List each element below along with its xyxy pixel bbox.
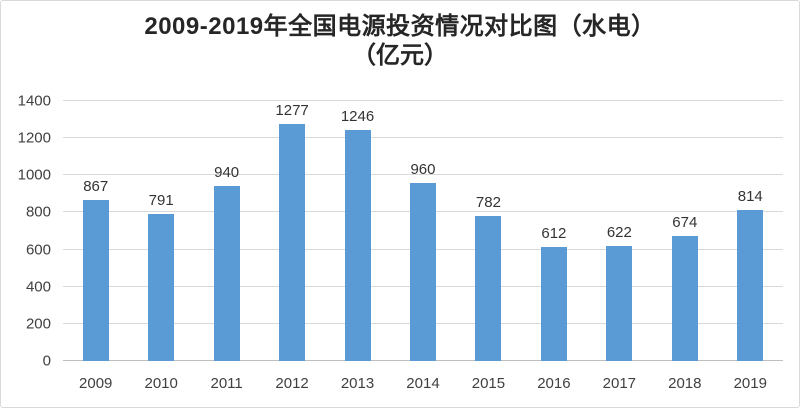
bar-group: 814 2019 <box>718 101 783 391</box>
x-axis-label: 2012 <box>275 375 309 392</box>
x-axis-label: 2015 <box>471 375 506 392</box>
x-axis-label: 2009 <box>79 375 113 392</box>
x-axis-label: 2013 <box>340 375 375 392</box>
plot-area: 0 200 400 600 800 1000 1200 1400 867 2009 791 2010 9… <box>18 94 783 392</box>
bar-group: 1277 2012 <box>259 101 324 391</box>
bar-value-label: 867 <box>83 178 109 195</box>
bar-group: 867 2009 <box>63 101 128 391</box>
bar-value-label: 622 <box>606 223 632 241</box>
bar-value-label: 1277 <box>275 101 309 119</box>
bar-group: 612 2016 <box>521 101 586 391</box>
x-axis-label: 2010 <box>144 375 178 392</box>
y-axis-tick-label: 200 <box>25 315 51 333</box>
gridline <box>63 174 783 176</box>
gridline <box>63 137 783 139</box>
x-axis-label: 2017 <box>602 375 637 392</box>
bar <box>475 215 502 361</box>
chart-subtitle: （亿元） <box>352 41 448 69</box>
bar-group: 791 2010 <box>128 101 193 391</box>
bar-group: 940 2011 <box>194 101 259 391</box>
y-axis-tick-label: 0 <box>42 352 51 370</box>
x-axis-label: 2014 <box>406 375 440 392</box>
bar-group: 782 2015 <box>456 101 521 391</box>
bar-value-label: 782 <box>475 193 501 211</box>
bar <box>213 186 240 361</box>
bar <box>344 129 371 361</box>
x-axis-label: 2011 <box>210 375 243 392</box>
y-axis-tick-label: 800 <box>25 203 51 221</box>
bar <box>148 214 175 361</box>
y-axis-tick-label: 1400 <box>17 92 51 110</box>
bar <box>82 200 109 361</box>
y-axis-tick-label: 600 <box>25 241 51 259</box>
bar-group: 1246 2013 <box>325 101 390 391</box>
chart-title: 2009-2019年全国电源投资情况对比图（水电） <box>144 13 656 40</box>
x-axis-label: 2019 <box>733 375 767 392</box>
x-axis-label: 2018 <box>668 375 702 392</box>
bar-value-label: 612 <box>541 225 567 243</box>
bar-value-label: 791 <box>148 192 174 210</box>
bar-value-label: 960 <box>410 160 436 178</box>
y-axis-tick-label: 1000 <box>17 166 51 184</box>
y-axis-tick-label: 400 <box>25 278 51 296</box>
chart-title-block: 2009-2019年全国电源投资情况对比图（水电） （亿元） <box>1 13 799 69</box>
bar <box>540 247 567 361</box>
gridline <box>63 100 783 101</box>
bar-value-label: 814 <box>737 187 763 205</box>
bar <box>671 235 698 361</box>
bar-value-label: 940 <box>214 164 240 182</box>
x-axis-label: 2016 <box>537 375 571 392</box>
bar-value-label: 674 <box>672 213 698 231</box>
bar <box>279 123 306 361</box>
bar <box>606 245 633 361</box>
bar-group: 622 2017 <box>587 101 652 392</box>
bar-group: 674 2018 <box>652 101 717 391</box>
bar-group: 960 2014 <box>390 101 455 391</box>
bar-value-label: 1246 <box>340 107 375 125</box>
bar <box>409 182 436 361</box>
bar <box>737 209 764 361</box>
y-axis-tick-label: 1200 <box>17 129 51 147</box>
